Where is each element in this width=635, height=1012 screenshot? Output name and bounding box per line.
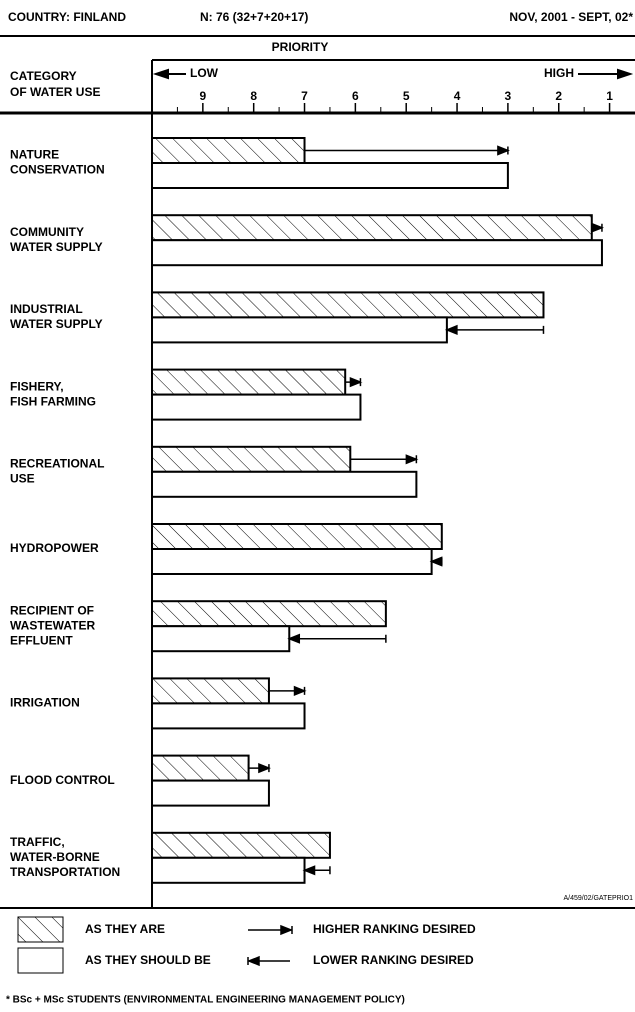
bar [151,754,250,782]
bar [151,856,306,884]
sample-size: N: 76 (32+7+20+17) [200,10,308,24]
category-label: HYDROPOWER [10,541,99,555]
category-label: NATURE [10,148,59,162]
category-label: WASTEWATER [10,618,95,632]
bar [151,702,306,730]
ranking-arrow [591,222,604,233]
category-label: TRANSPORTATION [10,865,120,879]
bar [151,779,270,807]
category-header: CATEGORY [10,69,77,83]
category-label: FISH FARMING [10,394,96,408]
x-tick-label: 5 [403,89,410,103]
bar [151,600,387,628]
x-tick-label: 6 [352,89,359,103]
category-label: EFFLUENT [10,633,73,647]
ranking-arrow [302,865,331,876]
legend-label: LOWER RANKING DESIRED [313,953,474,967]
footnote: * BSc + MSc STUDENTS (ENVIRONMENTAL ENGI… [6,995,405,1006]
category-label: WATER SUPPLY [10,317,103,331]
category-label: WATER SUPPLY [10,240,103,254]
x-tick-label: 7 [301,89,308,103]
axis-title: PRIORITY [272,40,329,54]
category-label: CONSERVATION [10,163,105,177]
category-label: TRAFFIC, [10,835,65,849]
high-arrow [578,68,634,80]
country: COUNTRY: FINLAND [8,10,126,24]
ranking-arrow [247,762,271,774]
x-tick-label: 8 [250,89,257,103]
x-tick-label: 9 [199,89,206,103]
category-header: OF WATER USE [10,85,100,99]
period: NOV, 2001 - SEPT, 02* [509,10,633,24]
category-label: INDUSTRIAL [10,302,83,316]
legend-label: AS THEY ARE [85,922,165,936]
category-label: FLOOD CONTROL [10,773,115,787]
bar [151,316,448,344]
ranking-arrow [303,145,510,156]
legend-swatch [17,947,64,974]
bar [151,162,509,189]
ranking-arrow [268,685,307,697]
category-label: RECREATIONAL [10,456,104,470]
bar [151,137,306,164]
legend-label: HIGHER RANKING DESIRED [313,922,476,936]
low-arrow [152,68,186,80]
bar [151,470,418,498]
bar [151,239,603,267]
ranking-arrow [429,556,443,567]
category-label: COMMUNITY [10,225,84,239]
low-label: LOW [190,66,219,80]
category-label: WATER-BORNE [10,850,100,864]
category-label: FISHERY, [10,379,64,393]
bar [151,523,443,550]
bar [151,291,545,319]
x-tick-label: 2 [555,89,562,103]
high-label: HIGH [544,66,574,80]
reference: A/459/02/GATEPRIO1 [563,895,633,902]
legend-label: AS THEY SHOULD BE [85,953,211,967]
bar [151,625,291,653]
bar [151,548,433,575]
legend-arrow [248,924,294,936]
ranking-arrow [344,376,363,388]
legend-swatch [17,916,64,943]
bar [151,445,352,473]
category-label: RECIPIENT OF [10,603,94,617]
category-label: IRRIGATION [10,696,80,710]
ranking-arrow [287,633,387,644]
x-tick-label: 1 [606,89,613,103]
bar [151,393,362,421]
category-label: USE [10,471,35,485]
bar [151,368,347,396]
ranking-arrow [349,454,419,465]
legend-arrow [246,955,290,967]
x-tick-label: 3 [505,89,512,103]
ranking-arrow [444,324,545,336]
x-tick-label: 4 [454,89,461,103]
bar [151,677,270,705]
bar [151,214,593,242]
bar [151,831,331,859]
